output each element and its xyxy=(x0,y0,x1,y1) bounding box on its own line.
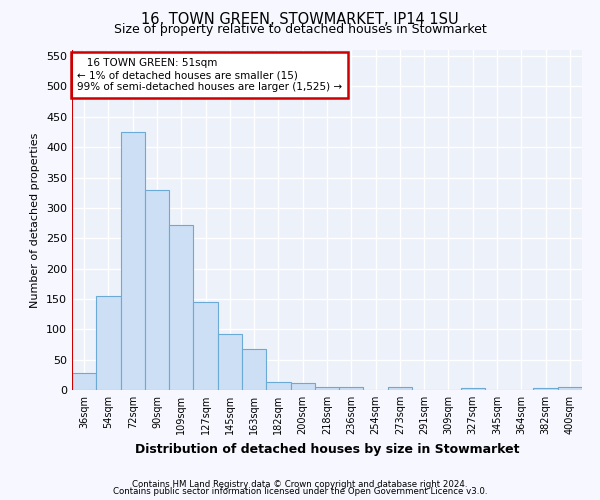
Bar xyxy=(145,190,169,390)
Bar xyxy=(461,388,485,390)
Bar xyxy=(218,334,242,390)
Text: Contains public sector information licensed under the Open Government Licence v3: Contains public sector information licen… xyxy=(113,487,487,496)
Bar xyxy=(533,388,558,390)
Bar xyxy=(193,302,218,390)
Bar xyxy=(121,132,145,390)
X-axis label: Distribution of detached houses by size in Stowmarket: Distribution of detached houses by size … xyxy=(135,442,519,456)
Text: 16 TOWN GREEN: 51sqm
← 1% of detached houses are smaller (15)
99% of semi-detach: 16 TOWN GREEN: 51sqm ← 1% of detached ho… xyxy=(77,58,342,92)
Text: 16, TOWN GREEN, STOWMARKET, IP14 1SU: 16, TOWN GREEN, STOWMARKET, IP14 1SU xyxy=(141,12,459,28)
Bar xyxy=(72,373,96,390)
Bar xyxy=(96,296,121,390)
Bar xyxy=(169,225,193,390)
Bar xyxy=(290,384,315,390)
Bar xyxy=(558,387,582,390)
Bar xyxy=(339,387,364,390)
Bar xyxy=(242,348,266,390)
Text: Size of property relative to detached houses in Stowmarket: Size of property relative to detached ho… xyxy=(113,22,487,36)
Text: Contains HM Land Registry data © Crown copyright and database right 2024.: Contains HM Land Registry data © Crown c… xyxy=(132,480,468,489)
Y-axis label: Number of detached properties: Number of detached properties xyxy=(31,132,40,308)
Bar xyxy=(315,387,339,390)
Bar xyxy=(388,387,412,390)
Bar xyxy=(266,382,290,390)
